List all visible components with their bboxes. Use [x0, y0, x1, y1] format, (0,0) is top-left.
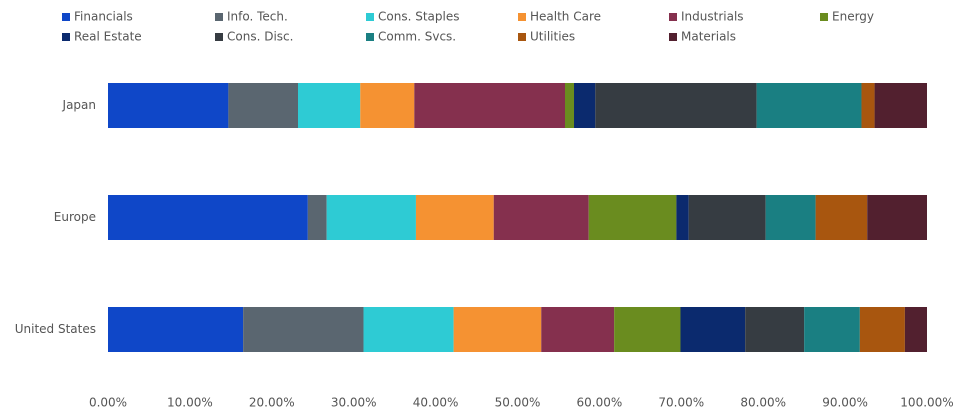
bar-segment	[614, 307, 681, 352]
bar-segment	[595, 83, 757, 128]
legend-swatch	[669, 33, 677, 41]
legend-label: Info. Tech.	[227, 10, 288, 24]
x-tick-label: 50.00%	[495, 396, 541, 410]
legend-label: Health Care	[530, 10, 601, 24]
bar-segment	[363, 307, 454, 352]
bar-segment	[904, 307, 927, 352]
bar-segment	[307, 195, 327, 240]
bar-segment	[108, 307, 244, 352]
bar-segment	[765, 195, 816, 240]
bar-segment	[108, 195, 308, 240]
legend-label: Utilities	[530, 30, 575, 44]
legend-swatch	[518, 33, 526, 41]
bar-segment	[243, 307, 364, 352]
y-tick-label: United States	[15, 322, 96, 336]
legend-swatch	[62, 13, 70, 21]
x-tick-label: 40.00%	[413, 396, 459, 410]
bar-segment	[453, 307, 542, 352]
x-tick-label: 60.00%	[577, 396, 623, 410]
bar-segment	[415, 195, 494, 240]
legend-swatch	[518, 13, 526, 21]
bar-segment	[688, 195, 766, 240]
bar-segment	[859, 307, 905, 352]
bar-segment	[108, 83, 229, 128]
bar-segment	[804, 307, 860, 352]
legend-label: Materials	[681, 30, 736, 44]
bar-segment	[867, 195, 927, 240]
legend-label: Financials	[74, 10, 133, 24]
legend-swatch	[215, 13, 223, 21]
legend-swatch	[366, 13, 374, 21]
bar-segment	[815, 195, 868, 240]
bar-segment	[874, 83, 927, 128]
x-tick-label: 90.00%	[822, 396, 868, 410]
legend-label: Cons. Disc.	[227, 30, 293, 44]
bar-segment	[493, 195, 589, 240]
bar-segment	[541, 307, 615, 352]
bar-segment	[745, 307, 805, 352]
legend-label: Cons. Staples	[378, 10, 459, 24]
legend-swatch	[669, 13, 677, 21]
x-tick-label: 70.00%	[658, 396, 704, 410]
bar-segment	[680, 307, 746, 352]
x-tick-label: 100.00%	[900, 396, 953, 410]
bar-segment	[228, 83, 299, 128]
bar-segment	[360, 83, 415, 128]
bar-segment	[756, 83, 862, 128]
bar-segment	[588, 195, 677, 240]
x-tick-label: 80.00%	[740, 396, 786, 410]
x-tick-label: 0.00%	[89, 396, 127, 410]
bar-segment	[414, 83, 566, 128]
legend-label: Real Estate	[74, 30, 142, 44]
x-tick-label: 20.00%	[249, 396, 295, 410]
y-tick-label: Europe	[54, 210, 96, 224]
y-tick-label: Japan	[62, 98, 96, 112]
bar-segment	[326, 195, 416, 240]
legend-label: Comm. Svcs.	[378, 30, 456, 44]
bar-segment	[861, 83, 875, 128]
legend-swatch	[366, 33, 374, 41]
bar-segment	[574, 83, 596, 128]
legend-swatch	[820, 13, 828, 21]
legend-swatch	[62, 33, 70, 41]
x-tick-label: 30.00%	[331, 396, 377, 410]
x-tick-label: 10.00%	[167, 396, 213, 410]
legend-label: Energy	[832, 10, 874, 24]
bar-segment	[298, 83, 361, 128]
bar-segment	[565, 83, 575, 128]
bar-segment	[676, 195, 689, 240]
legend-label: Industrials	[681, 10, 744, 24]
legend-swatch	[215, 33, 223, 41]
